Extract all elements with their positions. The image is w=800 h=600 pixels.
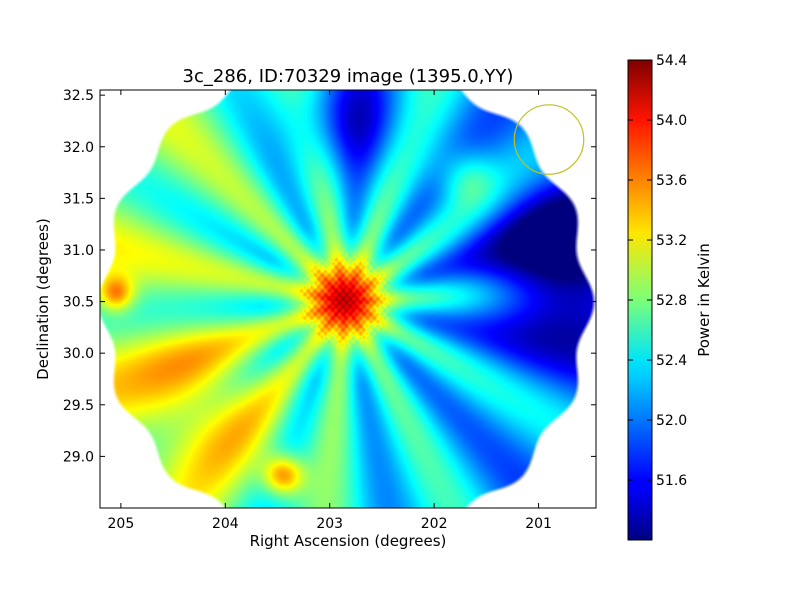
y-axis-ticks: 29.0 29.5 30.0 30.5 31.0 31.5 32.0 32.5: [63, 88, 596, 465]
colorbar-tick-label: 52.8: [656, 293, 687, 309]
y-tick-label: 30.0: [63, 346, 94, 362]
y-tick-label: 32.5: [63, 88, 94, 104]
colorbar-tick-label: 53.6: [656, 173, 687, 189]
plot-area: [99, 89, 597, 509]
y-tick-label: 29.0: [63, 449, 94, 465]
x-tick-label: 204: [212, 516, 239, 532]
x-tick-label: 202: [421, 516, 448, 532]
y-tick-label: 31.5: [63, 191, 94, 207]
colorbar-tick-label: 53.2: [656, 233, 687, 249]
x-tick-label: 205: [108, 516, 135, 532]
x-axis-label: Right Ascension (degrees): [250, 532, 447, 550]
colorbar-label: Power in Kelvin: [695, 243, 713, 357]
y-tick-label: 31.0: [63, 243, 94, 259]
axes-frame: [99, 89, 597, 509]
y-tick-label: 32.0: [63, 140, 94, 156]
y-axis-label: Declination (degrees): [34, 218, 52, 380]
y-tick-label: 30.5: [63, 295, 94, 311]
colorbar-tick-label: 54.4: [656, 53, 687, 69]
chart-title: 3c_286, ID:70329 image (1395.0,YY): [183, 66, 514, 87]
y-tick-label: 29.5: [63, 398, 94, 414]
colorbar-tick-label: 54.0: [656, 113, 687, 129]
beam-marker-circle: [513, 104, 585, 175]
colorbar-tick-label: 52.0: [656, 413, 687, 429]
x-tick-label: 203: [316, 516, 343, 532]
x-tick-label: 201: [525, 516, 552, 532]
colorbar-tick-label: 51.6: [656, 473, 687, 489]
colorbar-ticks: 51.6 52.0 52.4 52.8 53.2 53.6 54.0 54.4: [628, 53, 687, 489]
x-axis-ticks: 205 204 203 202 201: [108, 90, 552, 532]
heatmap-image: [100, 90, 596, 508]
colorbar-tick-label: 52.4: [656, 353, 687, 369]
colorbar: 51.6 52.0 52.4 52.8 53.2 53.6 54.0 54.4 Power i…: [627, 53, 713, 541]
